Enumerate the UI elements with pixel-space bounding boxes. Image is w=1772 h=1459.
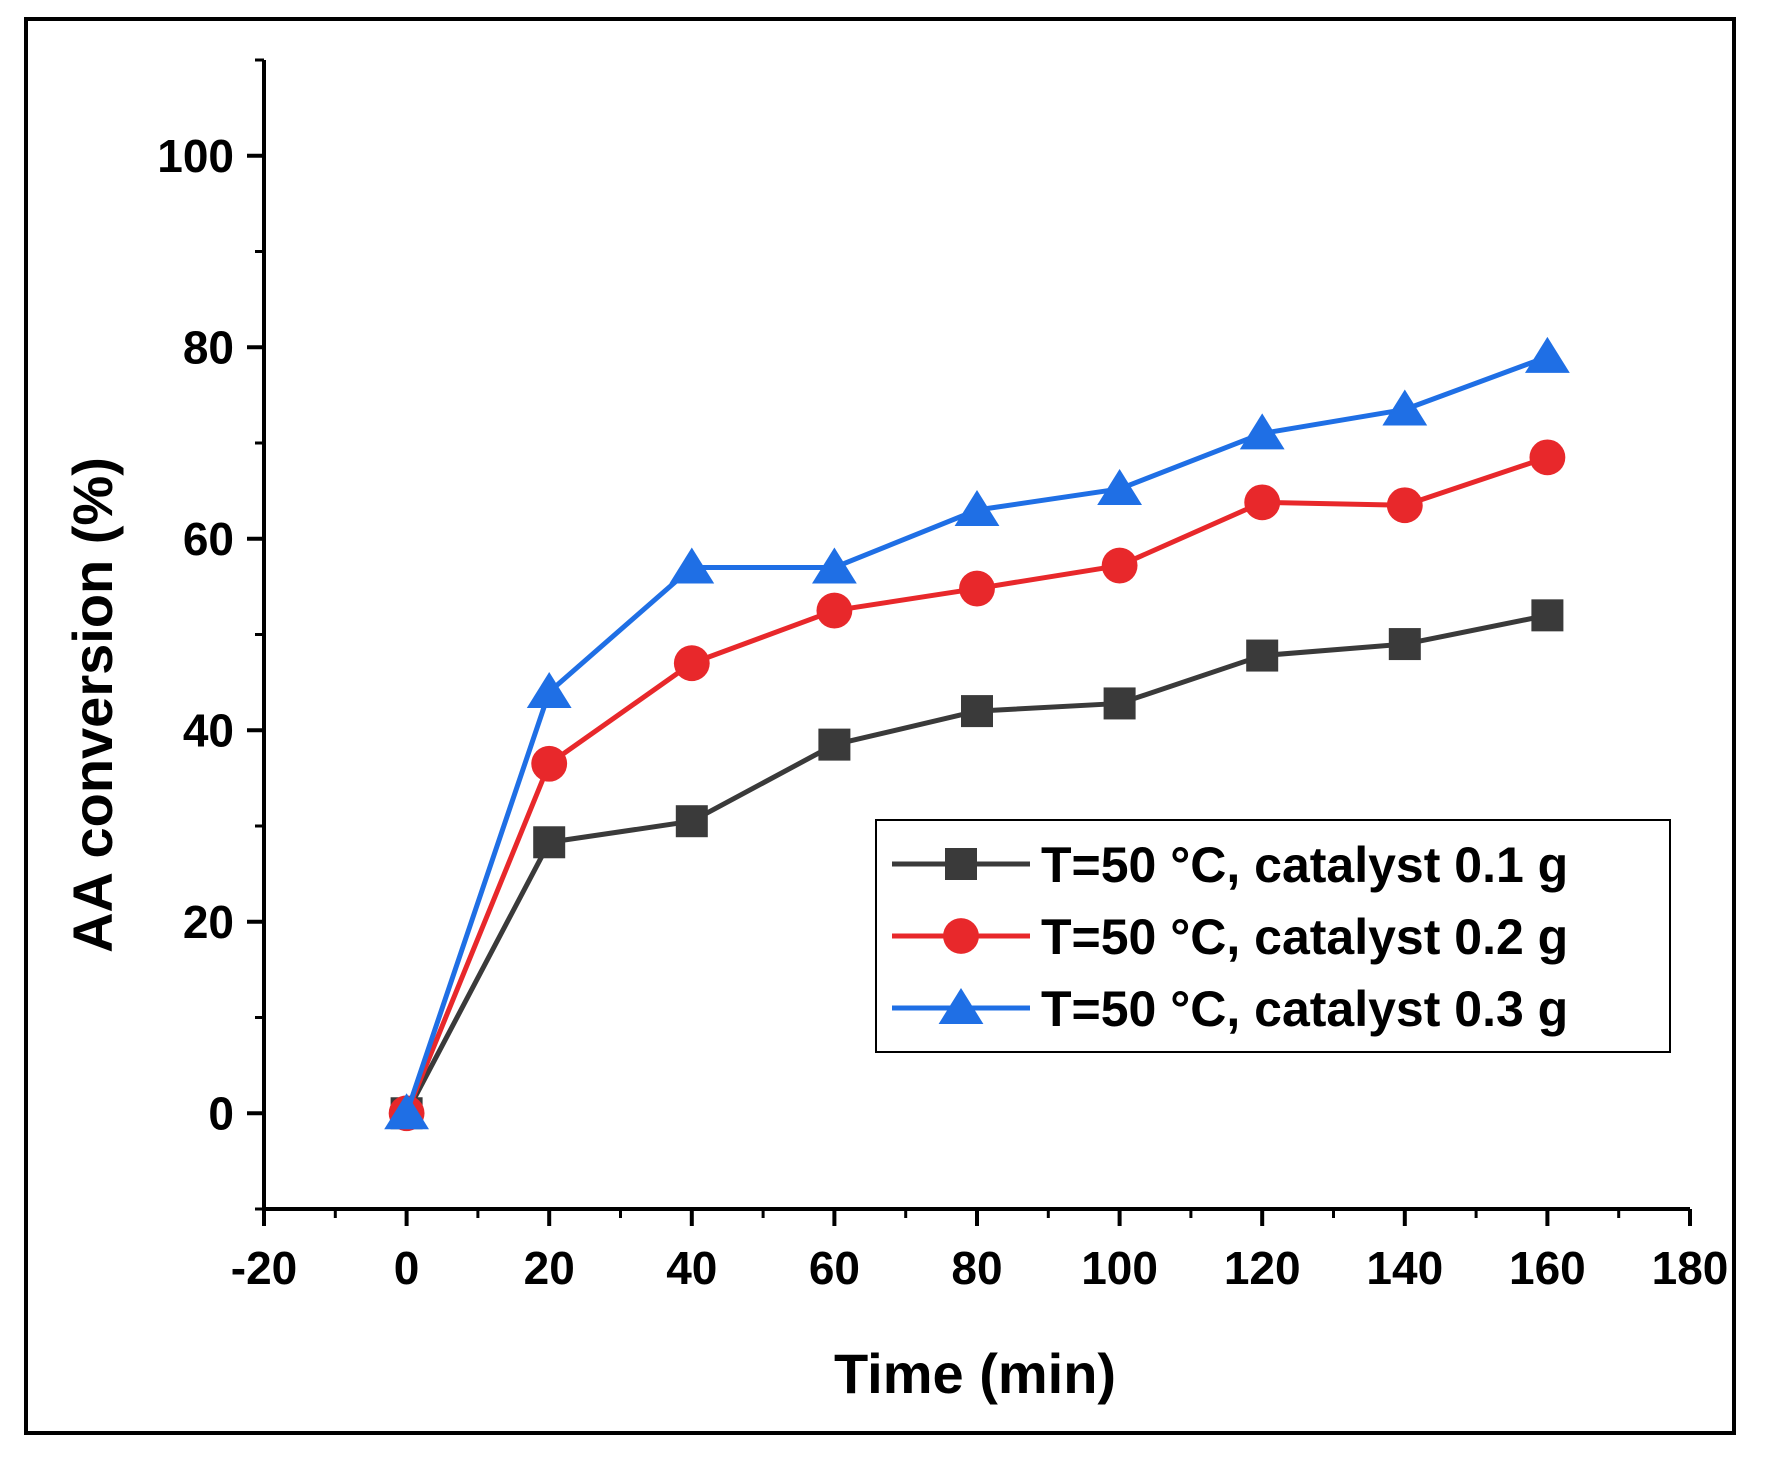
x-axis-title: Time (min) [834, 1342, 1116, 1405]
data-point [1246, 639, 1279, 672]
data-point [669, 547, 715, 584]
y-axis-title: AA conversion (%) [61, 457, 124, 953]
y-tick-label: 80 [183, 321, 234, 373]
legend-marker [943, 918, 979, 954]
data-point [959, 570, 995, 607]
x-tick-label: 100 [1081, 1242, 1158, 1294]
x-tick-label: 20 [524, 1242, 575, 1294]
data-point [1386, 487, 1423, 524]
x-tick-label: 80 [951, 1242, 1002, 1294]
x-tick-label: 120 [1224, 1242, 1301, 1294]
legend-item-2: T=50 °C, catalyst 0.2 g [892, 909, 1568, 965]
data-point [533, 826, 566, 859]
y-tick-label: 60 [183, 513, 234, 565]
data-point [1103, 687, 1136, 720]
legend: T=50 °C, catalyst 0.1 g T=50 °C, catalyst… [875, 819, 1671, 1053]
plot-series [384, 336, 1570, 1132]
data-point [675, 805, 708, 838]
legend-label: T=50 °C, catalyst 0.2 g [1041, 909, 1568, 965]
legend-item-1: T=50 °C, catalyst 0.1 g [892, 837, 1568, 893]
data-point [673, 645, 710, 682]
axes: -20 0 20 40 60 80 100 120 140 160 180 0 20 40 60 80 100 [157, 58, 1729, 1294]
data-point [1529, 439, 1566, 476]
data-point [1388, 628, 1421, 661]
series-2 [388, 439, 1566, 1132]
data-point [531, 745, 568, 782]
data-point [818, 728, 851, 761]
data-point [954, 490, 1000, 527]
figure-frame [24, 17, 1736, 1435]
data-point [1101, 547, 1138, 584]
x-tick-label: 0 [394, 1242, 420, 1294]
y-tick-label: 100 [157, 130, 234, 182]
series-3 [384, 336, 1570, 1130]
x-tick-label: 140 [1366, 1242, 1443, 1294]
data-point [816, 592, 853, 629]
data-point [961, 695, 993, 728]
data-point [384, 1093, 429, 1130]
legend-marker [938, 988, 984, 1024]
legend-item-3: T=50 °C, catalyst 0.3 g [892, 981, 1568, 1037]
data-point [1531, 599, 1564, 632]
x-tick-label: 180 [1652, 1242, 1729, 1294]
legend-marker [945, 848, 977, 880]
y-tick-label: 40 [183, 704, 234, 756]
data-point [1382, 389, 1428, 426]
data-point [812, 547, 857, 584]
data-point [1525, 336, 1570, 373]
legend-label: T=50 °C, catalyst 0.3 g [1041, 981, 1568, 1037]
data-point [526, 671, 572, 708]
legend-label: T=50 °C, catalyst 0.1 g [1041, 837, 1568, 893]
x-tick-label: 60 [809, 1242, 860, 1294]
data-point [1097, 468, 1142, 505]
y-tick-label: 0 [208, 1087, 234, 1139]
x-tick-label: 40 [666, 1242, 717, 1294]
x-tick-label: -20 [231, 1242, 297, 1294]
y-tick-label: 20 [183, 896, 234, 948]
data-point [1244, 484, 1281, 521]
data-point [1239, 413, 1285, 450]
x-tick-label: 160 [1509, 1242, 1586, 1294]
